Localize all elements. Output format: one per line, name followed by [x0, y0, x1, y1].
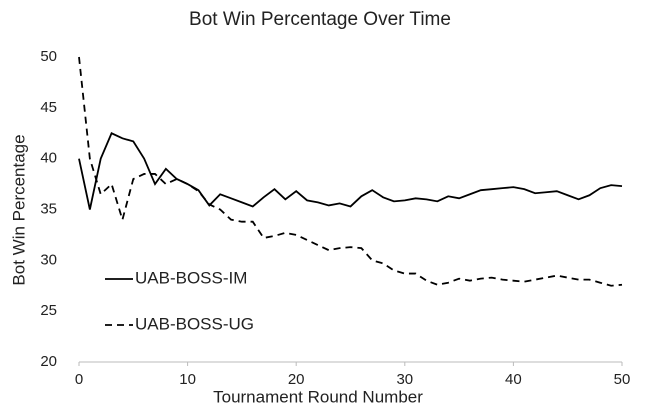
- y-tick-label: 50: [40, 48, 57, 65]
- legend-label: UAB-BOSS-IM: [135, 268, 247, 287]
- y-tick-label: 30: [40, 251, 57, 268]
- legend-label: UAB-BOSS-UG: [135, 314, 254, 333]
- chart-title: Bot Win Percentage Over Time: [189, 9, 451, 30]
- y-tick-label: 25: [40, 302, 57, 319]
- x-tick-label: 50: [614, 371, 631, 388]
- y-tick-label: 35: [40, 200, 57, 217]
- series-line: [78, 132, 623, 210]
- x-tick-label: 10: [179, 371, 196, 388]
- x-tick-label: 20: [288, 371, 305, 388]
- y-axis-label: Bot Win Percentage: [9, 134, 28, 285]
- x-tick-label: 0: [75, 371, 83, 388]
- x-tick-label: 40: [505, 371, 522, 388]
- x-tick-label: 30: [396, 371, 413, 388]
- y-tick-label: 20: [40, 353, 57, 370]
- y-tick-label: 40: [40, 150, 57, 167]
- y-tick-label: 45: [40, 99, 57, 116]
- x-axis-label: Tournament Round Number: [213, 387, 423, 406]
- series-line: [78, 56, 623, 287]
